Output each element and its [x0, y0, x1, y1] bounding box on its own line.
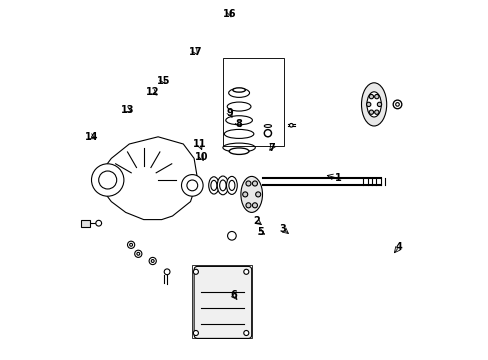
Circle shape [392, 100, 401, 109]
Circle shape [368, 110, 373, 114]
Ellipse shape [264, 125, 271, 127]
Text: 11: 11 [192, 139, 206, 149]
Circle shape [252, 203, 257, 208]
Text: 5: 5 [257, 227, 264, 237]
Circle shape [129, 243, 132, 246]
Text: 13: 13 [121, 105, 134, 115]
Circle shape [252, 181, 257, 186]
Ellipse shape [228, 180, 234, 190]
Ellipse shape [217, 176, 228, 195]
Ellipse shape [228, 89, 249, 98]
Ellipse shape [225, 116, 252, 125]
Ellipse shape [361, 83, 386, 126]
Ellipse shape [229, 148, 248, 154]
Circle shape [368, 94, 373, 99]
Circle shape [366, 102, 370, 107]
Circle shape [137, 252, 140, 255]
Circle shape [149, 257, 156, 265]
Ellipse shape [223, 143, 255, 152]
Text: 1: 1 [334, 173, 341, 183]
Bar [223, 58, 284, 146]
Text: 12: 12 [145, 87, 159, 97]
Circle shape [242, 192, 247, 197]
Circle shape [151, 260, 154, 262]
Circle shape [377, 102, 381, 107]
Text: 8: 8 [235, 119, 242, 129]
Ellipse shape [224, 130, 253, 139]
Ellipse shape [227, 102, 250, 111]
Ellipse shape [366, 92, 381, 117]
Circle shape [164, 269, 170, 275]
Text: 16: 16 [223, 9, 236, 19]
Circle shape [264, 130, 271, 137]
Ellipse shape [210, 180, 217, 190]
Circle shape [289, 123, 292, 127]
Circle shape [193, 330, 198, 336]
Ellipse shape [219, 180, 225, 191]
Circle shape [244, 269, 248, 274]
Circle shape [244, 330, 248, 336]
Text: 2: 2 [253, 216, 260, 226]
Circle shape [245, 203, 250, 208]
Ellipse shape [241, 176, 262, 212]
Text: 10: 10 [194, 152, 207, 162]
Circle shape [255, 192, 260, 197]
Text: 9: 9 [226, 108, 233, 118]
Circle shape [227, 231, 236, 240]
Text: 7: 7 [267, 143, 274, 153]
Circle shape [193, 269, 198, 274]
Ellipse shape [232, 88, 245, 92]
Circle shape [245, 181, 250, 186]
Circle shape [96, 220, 102, 226]
Circle shape [374, 110, 378, 114]
Circle shape [181, 175, 203, 196]
Ellipse shape [208, 177, 219, 194]
Text: 6: 6 [230, 290, 237, 300]
Text: 3: 3 [278, 224, 285, 234]
Circle shape [91, 164, 123, 196]
Polygon shape [101, 137, 197, 220]
Circle shape [134, 250, 142, 257]
FancyBboxPatch shape [194, 266, 251, 338]
Ellipse shape [226, 176, 237, 194]
Text: 4: 4 [395, 242, 402, 252]
Text: 15: 15 [157, 76, 170, 86]
Text: 14: 14 [84, 132, 98, 142]
Circle shape [127, 241, 134, 248]
Text: 17: 17 [189, 47, 202, 57]
Circle shape [186, 180, 197, 191]
Circle shape [374, 94, 378, 99]
Circle shape [99, 171, 117, 189]
FancyBboxPatch shape [81, 220, 89, 227]
Circle shape [395, 103, 399, 106]
